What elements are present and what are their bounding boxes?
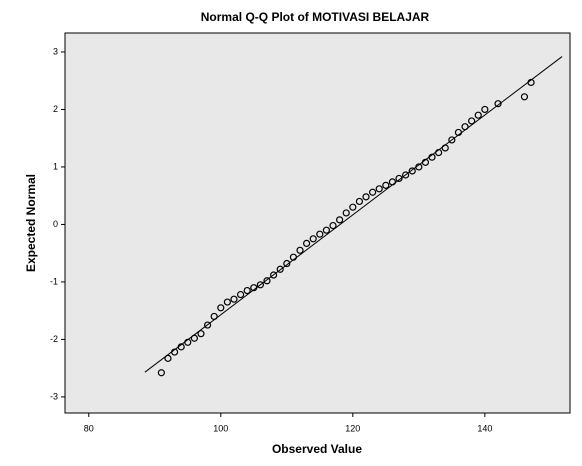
data-point — [203, 321, 212, 329]
data-point — [236, 290, 245, 299]
data-point — [402, 171, 410, 179]
y-tick-label: 3 — [53, 46, 58, 56]
data-point — [388, 178, 397, 186]
y-tick-label: -1 — [50, 276, 58, 286]
x-tick-label: 80 — [84, 423, 94, 433]
data-point — [362, 193, 370, 201]
data-point — [303, 239, 311, 248]
data-point — [230, 295, 238, 303]
data-point — [461, 123, 469, 131]
y-tick-label: -3 — [50, 391, 58, 401]
data-point — [177, 343, 185, 351]
data-point — [197, 330, 205, 338]
data-point — [520, 93, 529, 101]
data-point — [527, 78, 535, 87]
data-point — [329, 221, 337, 230]
data-point — [375, 185, 383, 193]
data-point — [316, 230, 324, 238]
data-point — [322, 226, 331, 234]
data-point — [256, 281, 264, 289]
data-point — [481, 105, 489, 114]
data-point — [336, 216, 344, 224]
y-tick-label: 1 — [53, 161, 58, 171]
y-axis-label: Expected Normal — [24, 174, 38, 272]
data-point — [283, 259, 291, 268]
data-point — [296, 246, 304, 254]
data-point — [210, 312, 218, 321]
data-point — [289, 253, 298, 261]
data-point — [217, 304, 225, 312]
y-tick-label: 0 — [53, 219, 58, 229]
data-point — [157, 369, 165, 377]
data-point — [448, 136, 456, 144]
data-point — [494, 100, 502, 108]
data-point — [164, 354, 172, 362]
data-point — [468, 117, 476, 125]
x-axis-label: Observed Value — [272, 442, 362, 456]
data-point — [170, 348, 179, 356]
x-tick-label: 100 — [213, 423, 228, 433]
data-point — [184, 338, 192, 346]
data-point — [355, 197, 364, 206]
data-point — [382, 181, 390, 189]
data-point — [276, 265, 284, 273]
data-point — [474, 111, 482, 119]
data-point — [270, 271, 278, 279]
data-point — [190, 334, 198, 342]
data-point — [415, 163, 423, 171]
data-point — [441, 144, 449, 152]
y-tick-label: 2 — [53, 104, 58, 114]
data-point — [428, 153, 436, 161]
plot-area — [64, 32, 571, 414]
data-point — [435, 148, 443, 157]
data-point — [349, 203, 357, 211]
data-point — [250, 284, 258, 292]
x-tick-label: 140 — [477, 423, 492, 433]
data-point — [408, 167, 416, 175]
x-tick-label: 120 — [345, 423, 360, 433]
data-point — [263, 277, 271, 285]
data-point — [454, 128, 463, 137]
chart-title: Normal Q-Q Plot of MOTIVASI BELAJAR — [201, 10, 430, 24]
y-tick-label: -2 — [50, 334, 58, 344]
data-point — [421, 158, 430, 166]
data-point — [369, 188, 377, 196]
data-point — [395, 174, 403, 183]
data-point — [223, 298, 231, 306]
data-point — [342, 209, 350, 217]
data-point — [309, 235, 317, 243]
data-point — [243, 286, 251, 295]
